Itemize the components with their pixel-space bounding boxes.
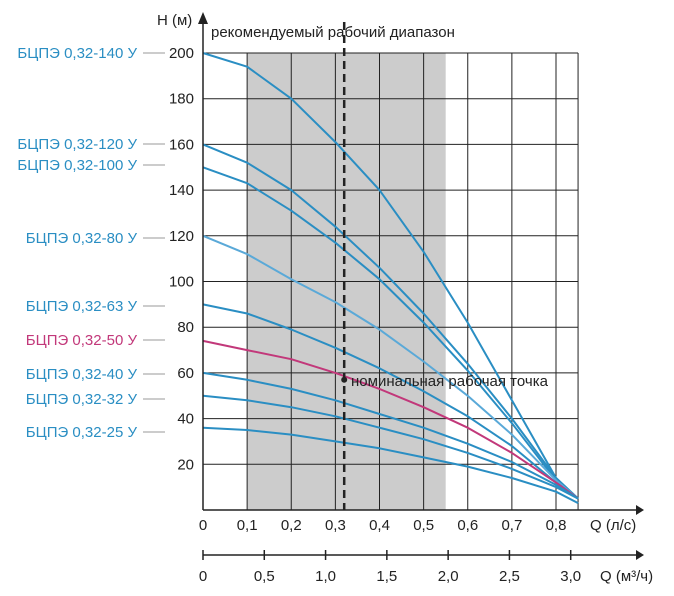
series-line-7: [202, 394, 579, 500]
series-line-4: [202, 303, 579, 500]
series-line-6: [202, 371, 579, 500]
series-line-8: [202, 426, 579, 504]
y-tick-label: 40: [177, 411, 194, 428]
x-tick-label: 0,8: [546, 517, 567, 534]
y-tick-label: 200: [169, 45, 194, 62]
y-tick-label: 20: [177, 456, 194, 473]
pump-model-label: БЦПЭ 0,32-80 У: [26, 230, 138, 247]
pump-model-label: БЦПЭ 0,32-120 У: [17, 136, 137, 153]
x-tick-label: 0,7: [501, 517, 522, 534]
series-layer: [202, 52, 579, 504]
x2-axis-arrow: [636, 550, 644, 560]
x-tick-label: 0: [199, 517, 207, 534]
nominal-point-marker: [341, 376, 348, 383]
range-annotation: рекомендуемый рабочий диапазон: [211, 24, 455, 41]
x-tick-label: 0,2: [281, 517, 302, 534]
series-line-0: [202, 52, 579, 500]
x2-axis-title: Q (м³/ч): [600, 568, 653, 585]
x2-tick-label: 1,0: [315, 568, 336, 585]
pump-model-label: БЦПЭ 0,32-63 У: [26, 298, 138, 315]
x-tick-label: 0,5: [413, 517, 434, 534]
y-tick-label: 60: [177, 365, 194, 382]
y-axis-title: H (м): [157, 12, 192, 29]
series-line-5: [202, 339, 579, 500]
y-tick-label: 100: [169, 274, 194, 291]
y-axis-arrow: [198, 12, 208, 24]
x-tick-label: 0,1: [237, 517, 258, 534]
y-tick-label: 120: [169, 228, 194, 245]
series-line-3: [202, 234, 579, 500]
x2-tick-label: 3,0: [560, 568, 581, 585]
nominal-point-annotation: номинальная рабочая точка: [351, 373, 549, 390]
y-tick-label: 80: [177, 319, 194, 336]
label-layer: 0 0,1 0,2 0,3 0,4 0,5 0,6 0,7 0,8 0 0,5 1,0 1,5 2,0 2,…: [17, 45, 581, 585]
x2-tick-label: 2,0: [438, 568, 459, 585]
y-tick-label: 140: [169, 182, 194, 199]
pump-model-label: БЦПЭ 0,32-140 У: [17, 45, 137, 62]
pump-model-label: БЦПЭ 0,32-25 У: [26, 424, 138, 441]
x2-tick-label: 0,5: [254, 568, 275, 585]
series-line-2: [202, 166, 579, 500]
axis-layer: [198, 12, 644, 560]
pump-model-label: БЦПЭ 0,32-40 У: [26, 366, 138, 383]
y-tick-label: 180: [169, 91, 194, 108]
x2-tick-label: 2,5: [499, 568, 520, 585]
x-axis-title: Q (л/с): [590, 517, 636, 534]
x-axis-arrow: [636, 505, 644, 515]
y-tick-label: 160: [169, 136, 194, 153]
pump-model-label: БЦПЭ 0,32-32 У: [26, 391, 138, 408]
grid-layer: [203, 52, 579, 510]
pump-model-label: БЦПЭ 0,32-50 У: [26, 332, 138, 349]
series-line-1: [202, 143, 579, 500]
x2-tick-label: 1,5: [376, 568, 397, 585]
x-tick-label: 0,4: [369, 517, 390, 534]
x-tick-label: 0,3: [325, 517, 346, 534]
x-tick-label: 0,6: [457, 517, 478, 534]
pump-model-label: БЦПЭ 0,32-100 У: [17, 157, 137, 174]
x2-tick-label: 0: [199, 568, 207, 585]
